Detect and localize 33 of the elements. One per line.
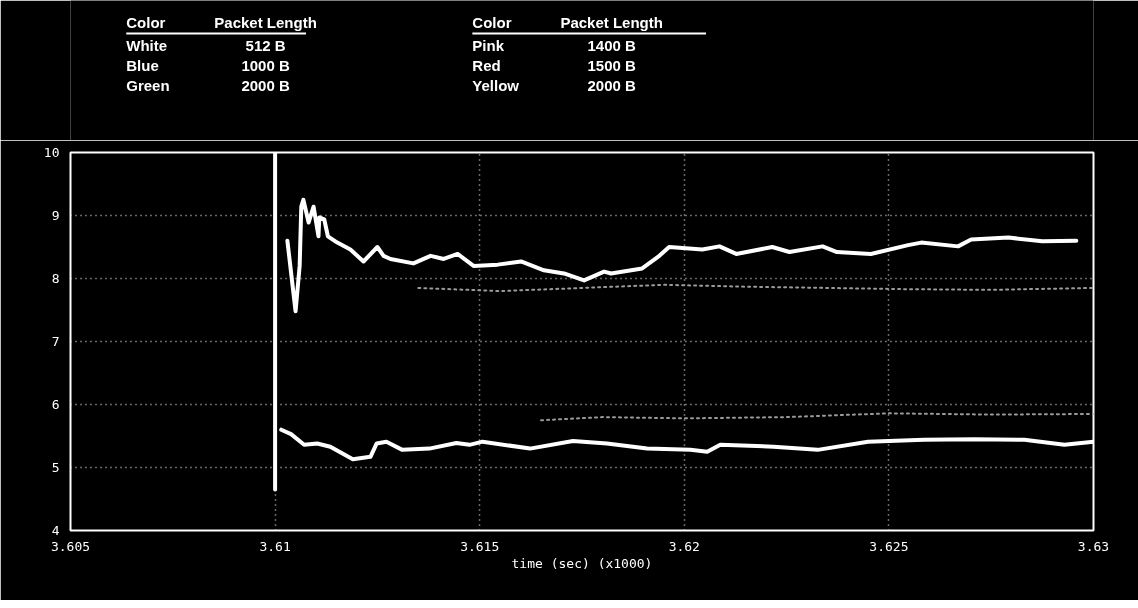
text: Yellow (472, 76, 520, 94)
text: 2000 B (241, 76, 290, 94)
x-tick-label: 3.605 (50, 538, 91, 554)
text: 1500 B (587, 56, 637, 74)
text: Pink (472, 36, 505, 54)
text: Color (472, 13, 512, 31)
text: Packet Length (214, 13, 317, 31)
text: White (126, 36, 168, 54)
text: Green (126, 76, 170, 94)
x-tick-label: 3.625 (869, 538, 909, 554)
y-tick-label: 8 (51, 271, 60, 286)
line-series (285, 197, 1079, 314)
text: Blue (126, 56, 159, 74)
text: 1000 B (241, 56, 290, 74)
text: 2000 B (587, 76, 637, 94)
text: Color (126, 13, 166, 31)
text: 512 B (245, 36, 286, 54)
x-tick-label: 3.615 (460, 538, 500, 554)
line-series (417, 283, 1094, 293)
x-tick-label: 3.61 (259, 538, 291, 554)
text: 1400 B (587, 36, 637, 54)
y-tick-label: 5 (51, 460, 60, 475)
x-tick-label: 3.62 (668, 538, 700, 554)
y-tick-label: 9 (51, 208, 60, 223)
y-tick-label: 4 (51, 523, 60, 538)
y-tick-label: 7 (51, 334, 60, 349)
text: Red (472, 56, 501, 74)
x-axis-title: time (sec) (x1000) (511, 555, 653, 571)
text: Packet Length (560, 13, 663, 31)
y-tick-label: 6 (51, 397, 60, 412)
y-tick-label: 10 (43, 145, 60, 160)
line-series (540, 412, 1094, 422)
x-tick-label: 3.63 (1077, 538, 1110, 554)
